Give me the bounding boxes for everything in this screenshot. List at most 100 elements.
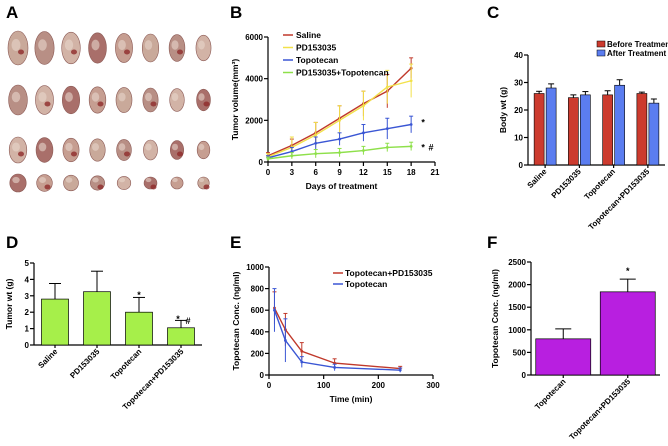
bar	[83, 291, 111, 346]
x-tick-label: PD153035	[550, 167, 583, 200]
tumor-highlight	[65, 177, 73, 183]
y-tick-label: 1000	[508, 326, 526, 335]
legend-label: Saline	[296, 30, 321, 40]
tumor-highlight	[38, 39, 47, 51]
data-point	[385, 85, 389, 89]
bar	[599, 291, 656, 376]
bar	[636, 93, 648, 166]
x-axis-label: Days of treatment	[306, 181, 378, 191]
tumor-highlight	[92, 143, 99, 151]
bar	[545, 87, 557, 166]
legend-label: Before Treatment	[607, 40, 668, 49]
panel-label-d: D	[6, 233, 18, 252]
data-point	[266, 157, 270, 161]
y-tick-label: 0	[522, 371, 527, 380]
tumor-highlight	[145, 143, 152, 151]
tumor-highlight	[12, 142, 20, 152]
x-tick-label: Topotecan	[582, 167, 617, 202]
tumor-highlight	[145, 177, 152, 183]
data-point	[362, 104, 365, 108]
tumor-highlight	[118, 177, 126, 183]
tumor-highlight	[171, 40, 179, 50]
y-tick-label: 0	[260, 371, 265, 380]
x-tick-label: 9	[337, 168, 342, 177]
tumor-highlight	[118, 39, 126, 51]
y-tick-label: 800	[251, 285, 265, 294]
tumor-highlight	[64, 39, 74, 51]
tumor-photo	[7, 30, 212, 193]
significance-marker: *	[421, 142, 425, 152]
y-tick-label: 30	[514, 79, 523, 88]
data-point	[409, 79, 413, 83]
tumor-vessel	[124, 151, 130, 157]
data-point	[385, 127, 389, 131]
y-tick-label: 0	[519, 161, 524, 170]
x-tick-label: 12	[359, 168, 368, 177]
tumor-vessel	[44, 101, 51, 107]
tumor-highlight	[145, 92, 152, 102]
y-tick-label: 2000	[508, 281, 526, 290]
significance-marker: *	[421, 117, 425, 127]
tumor-vessel	[97, 101, 104, 107]
y-tick-label: 20	[514, 106, 523, 115]
data-point	[314, 133, 318, 137]
significance-marker: #	[185, 316, 190, 326]
bar	[533, 93, 545, 166]
tumor-specimen	[143, 139, 158, 161]
x-axis-label: Time (min)	[330, 394, 373, 404]
x-tick-label: 18	[407, 168, 416, 177]
chart-body-weight: 0 10 20 30 40 Body wt (g) Saline PD153035 Topote…	[498, 40, 668, 232]
tumor-highlight	[38, 142, 47, 152]
tumor-vessel	[97, 184, 104, 190]
significance-marker: *	[626, 266, 630, 276]
tumor-specimen	[9, 173, 27, 193]
bar	[535, 338, 592, 376]
y-tick-label: 2000	[245, 116, 263, 125]
bar	[568, 97, 579, 166]
legend-label: PD153035	[296, 43, 336, 53]
tumor-highlight	[198, 143, 205, 151]
tumor-highlight	[91, 92, 100, 102]
panel-label-e: E	[230, 233, 241, 252]
tumor-specimen	[170, 140, 185, 160]
panel-label-a: A	[6, 3, 18, 22]
y-tick-label: 1	[25, 325, 30, 334]
x-tick-label: 200	[372, 381, 386, 390]
significance-marker: *	[137, 290, 141, 300]
significance-marker: #	[429, 142, 434, 152]
legend-label: Topotecan+PD153035	[345, 268, 433, 278]
data-point	[273, 308, 276, 312]
data-point	[284, 339, 287, 342]
y-tick-label: 400	[251, 328, 265, 337]
tumor-highlight	[92, 177, 99, 183]
data-point	[409, 123, 413, 126]
bar	[167, 327, 195, 346]
tumor-vessel	[18, 151, 24, 157]
panel-label-f: F	[487, 233, 497, 252]
y-tick-label: 3	[25, 292, 30, 301]
x-tick-label: 100	[317, 381, 331, 390]
data-point	[333, 366, 336, 369]
legend-label: After Treatment	[607, 49, 666, 58]
tumor-highlight	[118, 92, 126, 102]
x-tick-label: 15	[383, 168, 392, 177]
x-tick-label: 21	[431, 168, 440, 177]
y-axis-label: Topotecan Conc. (ng/ml)	[490, 269, 500, 368]
data-point	[300, 360, 304, 364]
y-tick-label: 1000	[246, 263, 264, 272]
y-tick-label: 5	[25, 259, 30, 268]
x-tick-label: PD153035	[68, 347, 101, 380]
tumor-highlight	[91, 39, 100, 51]
tumor-highlight	[171, 93, 179, 101]
x-tick-label: Topotecan	[533, 377, 568, 412]
tumor-vessel	[203, 101, 210, 107]
legend-swatch	[596, 40, 606, 48]
chart-tumor-weight: 0 1 2 3 4 5 Tumor wt (g) Saline PD153035 Topoteca…	[4, 259, 202, 412]
tumor-vessel	[177, 151, 183, 157]
data-point	[290, 154, 294, 158]
tumor-vessel	[71, 49, 77, 55]
y-tick-label: 0	[25, 341, 30, 350]
tumor-highlight	[65, 142, 73, 152]
tumor-vessel	[203, 184, 210, 190]
y-tick-label: 2500	[508, 258, 526, 267]
